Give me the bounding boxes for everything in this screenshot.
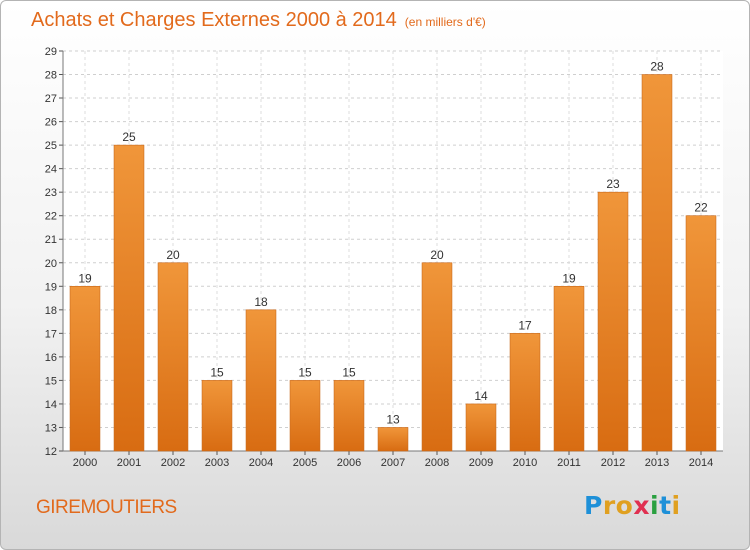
bar-2010	[509, 333, 541, 452]
y-tick-label: 22	[45, 211, 57, 223]
y-tick-label: 14	[45, 399, 57, 411]
x-tick-label-2006: 2006	[337, 457, 361, 469]
value-label-2007: 13	[386, 412, 400, 426]
value-label-2012: 23	[606, 177, 620, 191]
x-tick-label-2004: 2004	[249, 457, 273, 469]
bar-2009	[465, 403, 497, 452]
value-label-2011: 19	[562, 271, 576, 285]
y-tick-label: 24	[45, 164, 57, 176]
x-tick-label-2014: 2014	[689, 457, 713, 469]
bar-2007	[377, 427, 409, 452]
x-tick-label-2010: 2010	[513, 457, 537, 469]
x-tick-label-2011: 2011	[557, 457, 581, 469]
logo-letter: t	[659, 491, 672, 520]
logo-letter: P	[584, 491, 603, 520]
y-tick-label: 13	[45, 422, 57, 434]
proxiti-logo: Proxiti	[584, 491, 681, 520]
bar-2002	[157, 262, 189, 452]
value-label-2005: 15	[298, 365, 312, 379]
x-tick-label-2005: 2005	[293, 457, 317, 469]
y-tick-label: 19	[45, 281, 57, 293]
y-tick-label: 21	[45, 234, 57, 246]
value-label-2003: 15	[210, 365, 224, 379]
y-tick-label: 29	[45, 46, 57, 58]
bar-2004	[245, 309, 277, 452]
y-tick-label: 28	[45, 70, 57, 82]
chart-title-text: Achats et Charges Externes 2000 à 2014	[31, 9, 397, 31]
value-label-2006: 15	[342, 365, 356, 379]
bar-2014	[685, 215, 717, 452]
value-label-2009: 14	[474, 389, 488, 403]
value-label-2001: 25	[122, 130, 136, 144]
bar-2003	[201, 380, 233, 452]
bar-2006	[333, 380, 365, 452]
logo-letter: r	[602, 491, 616, 520]
x-tick-label-2007: 2007	[381, 457, 405, 469]
y-tick-label: 15	[45, 375, 57, 387]
chart-subtitle: (en milliers d'€)	[404, 15, 486, 29]
y-tick-label: 18	[45, 305, 57, 317]
x-tick-label-2001: 2001	[117, 457, 141, 469]
value-label-2002: 20	[166, 248, 180, 262]
logo-letter: x	[633, 491, 650, 520]
x-tick-label-2008: 2008	[425, 457, 449, 469]
x-tick-label-2013: 2013	[645, 457, 669, 469]
y-tick-label: 20	[45, 258, 57, 270]
bar-2005	[289, 380, 321, 452]
logo-letter: i	[671, 491, 681, 520]
chart-title: Achats et Charges Externes 2000 à 2014 (e…	[31, 9, 486, 32]
y-tick-label: 12	[45, 446, 57, 458]
value-label-2004: 18	[254, 295, 268, 309]
y-tick-label: 16	[45, 352, 57, 364]
bar-2013	[641, 74, 673, 452]
city-name: GIREMOUTIERS	[36, 497, 177, 518]
bar-2012	[597, 191, 629, 452]
value-label-2010: 17	[518, 318, 532, 332]
y-tick-label: 17	[45, 328, 57, 340]
x-tick-label-2009: 2009	[469, 457, 493, 469]
label-layer: 19 2000 25 2001 20 2002 15 2003 18 2004 15 2005 15 20…	[73, 60, 713, 469]
y-tick-label: 23	[45, 187, 57, 199]
y-tick-label: 27	[45, 93, 57, 105]
bar-2008	[421, 262, 453, 452]
y-tick-label: 25	[45, 140, 57, 152]
value-label-2014: 22	[694, 201, 708, 215]
x-tick-label-2012: 2012	[601, 457, 625, 469]
x-tick-label-2002: 2002	[161, 457, 185, 469]
bar-2001	[113, 144, 145, 452]
y-tick-label: 26	[45, 117, 57, 129]
bar-2011	[553, 285, 585, 452]
x-tick-label-2003: 2003	[205, 457, 229, 469]
value-label-2013: 28	[650, 60, 664, 74]
value-label-2000: 19	[78, 271, 92, 285]
x-tick-label-2000: 2000	[73, 457, 97, 469]
logo-letter: i	[650, 491, 660, 520]
bar-2000	[69, 285, 101, 452]
logo-letter: o	[615, 491, 634, 520]
bar-layer	[69, 74, 717, 452]
value-label-2008: 20	[430, 248, 444, 262]
